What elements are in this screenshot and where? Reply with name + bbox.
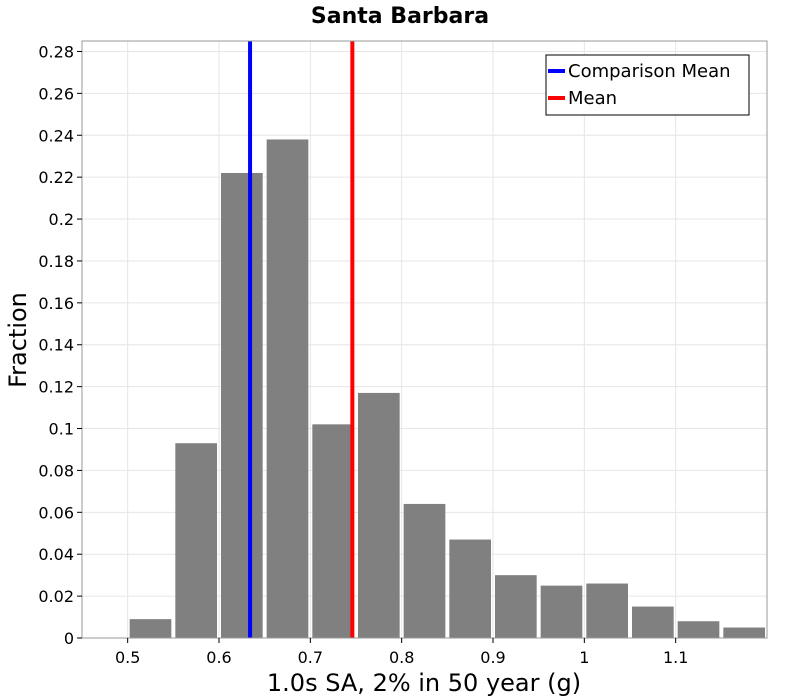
chart-title: Santa Barbara [311, 4, 489, 29]
histogram-bar-6 [403, 503, 446, 638]
y-tick-label: 0.2 [49, 210, 74, 229]
y-tick-label: 0.02 [38, 587, 74, 606]
x-tick-label: 0.5 [115, 648, 140, 667]
x-tick-label: 1.1 [663, 648, 688, 667]
x-tick-label: 0.6 [206, 648, 231, 667]
histogram-bar-13 [723, 627, 765, 638]
y-tick-label: 0.24 [38, 126, 74, 145]
x-tick-label: 0.8 [389, 648, 414, 667]
histogram-bar-3 [266, 139, 309, 638]
y-tick-label: 0.28 [38, 42, 74, 61]
x-axis-label: 1.0s SA, 2% in 50 year (g) [267, 669, 581, 697]
histogram-bar-10 [586, 583, 628, 638]
histogram-bar-9 [540, 585, 583, 638]
y-tick-label: 0.18 [38, 252, 74, 271]
legend-box [545, 54, 750, 116]
y-tick-label: 0.04 [38, 545, 74, 564]
histogram-bar-11 [632, 606, 674, 638]
histogram-bar-5 [358, 392, 400, 638]
x-axis-ticks: 0.5 0.6 0.7 0.8 0.9 1 1.1 [115, 638, 688, 667]
y-axis-label: Fraction [4, 292, 32, 388]
histogram-bar-4 [312, 424, 354, 638]
y-axis-ticks: 0 0.02 0.04 0.06 0.08 0.1 0.12 0.14 0.16 0.18 0.2 0… [38, 42, 82, 648]
reference-lines [248, 41, 355, 638]
histogram-bar-12 [677, 621, 720, 638]
legend-label-mean: Mean [568, 88, 617, 109]
bars-group [129, 139, 765, 638]
x-tick-label: 0.7 [298, 648, 323, 667]
histogram-bar-0 [129, 619, 172, 638]
y-tick-label: 0.26 [38, 84, 74, 103]
legend-label-comparison-mean: Comparison Mean [568, 61, 731, 82]
y-tick-label: 0.06 [38, 503, 74, 522]
y-tick-label: 0.08 [38, 461, 74, 480]
histogram-bar-7 [449, 539, 491, 638]
x-tick-label: 0.9 [480, 648, 505, 667]
y-tick-label: 0 [64, 629, 74, 648]
legend: Comparison Mean Mean [545, 54, 750, 116]
histogram-bar-2 [221, 172, 263, 638]
y-tick-label: 0.12 [38, 378, 74, 397]
x-tick-label: 1 [579, 648, 589, 667]
y-tick-label: 0.16 [38, 294, 74, 313]
histogram-bar-1 [175, 443, 217, 638]
y-tick-label: 0.14 [38, 336, 74, 355]
histogram-bar-8 [495, 575, 537, 638]
plot-area-frame [81, 40, 768, 639]
y-tick-label: 0.1 [49, 420, 74, 439]
y-tick-label: 0.22 [38, 168, 74, 187]
